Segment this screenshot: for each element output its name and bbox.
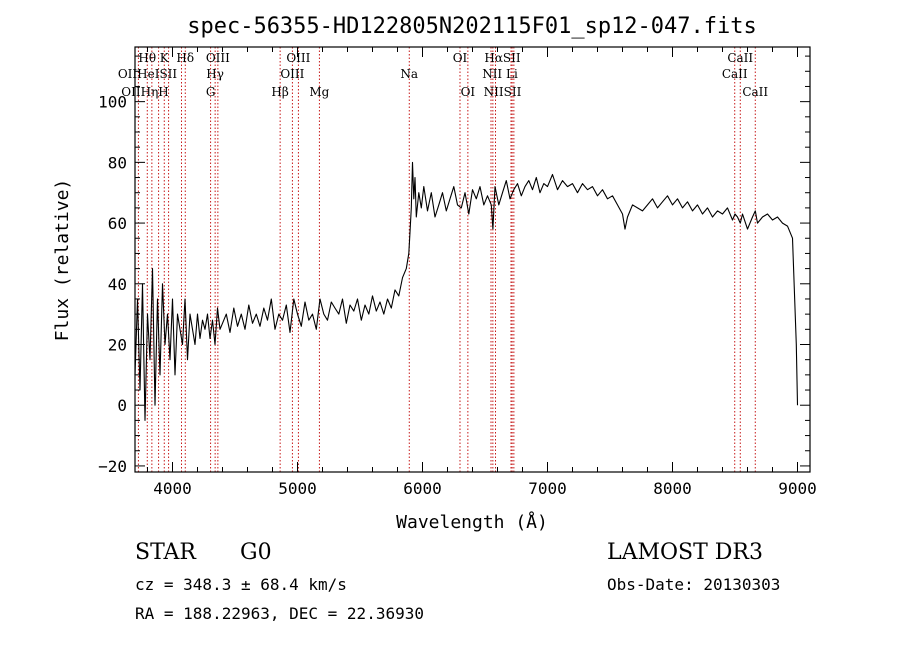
object-subclass: G0 [240, 540, 272, 565]
y-axis-ticks: −20 0 20 40 60 80 100 [98, 55, 810, 476]
line-label: OIII [280, 67, 304, 81]
line-label: K [160, 51, 170, 65]
line-label: OIIHηH [121, 85, 168, 99]
x-tick-label: 4000 [153, 479, 192, 498]
flux-series-line [134, 161, 799, 421]
x-tick-label: 5000 [278, 479, 317, 498]
y-tick-label: 100 [98, 93, 127, 112]
line-label: CaII [742, 85, 768, 99]
object-class: STAR [135, 540, 196, 565]
x-tick-label: 8000 [653, 479, 692, 498]
line-label: OI [453, 51, 468, 65]
line-label: OIII [206, 51, 230, 65]
line-label: CaII [722, 67, 748, 81]
line-label: Hδ [176, 51, 194, 65]
y-axis-label: Flux (relative) [52, 179, 73, 342]
y-tick-label: 40 [108, 275, 127, 294]
redshift-velocity: cz = 348.3 ± 68.4 km/s [135, 575, 347, 594]
spectral-line-labels: Hθ K Hδ OIII OIII OI HαSII CaII OIIHeISII Hγ OIII N… [118, 51, 769, 99]
y-tick-label: 60 [108, 214, 127, 233]
x-axis-label: Wavelength (Å) [396, 511, 548, 533]
y-tick-label: 80 [108, 153, 127, 172]
line-label: OIIHeISII [118, 67, 178, 81]
y-tick-label: 20 [108, 336, 127, 355]
line-label: G [206, 85, 216, 99]
line-label: CaII [727, 51, 753, 65]
x-tick-label: 7000 [528, 479, 567, 498]
y-tick-label: −20 [98, 457, 127, 476]
survey-name: LAMOST DR3 [607, 540, 763, 565]
chart-title: spec-56355-HD122805N202115F01_sp12-047.f… [187, 14, 757, 39]
ra-dec-coordinates: RA = 188.22963, DEC = 22.36930 [135, 604, 424, 623]
spectral-line-markers [137, 47, 756, 472]
x-axis-ticks: 4000 5000 6000 7000 8000 9000 [147, 47, 817, 498]
y-tick-label: 0 [117, 396, 127, 415]
line-label: HαSII [484, 51, 521, 65]
x-tick-label: 6000 [403, 479, 442, 498]
line-label: OIII [286, 51, 310, 65]
line-label: Hθ [138, 51, 156, 65]
line-label: Mg [309, 85, 329, 99]
line-label: Hβ [271, 85, 288, 99]
line-label: Hγ [206, 67, 224, 81]
plot-frame [134, 46, 811, 473]
line-label: NIISII [484, 85, 522, 99]
line-label: NII Li [482, 67, 518, 81]
x-tick-label: 9000 [778, 479, 817, 498]
line-label: Na [400, 67, 418, 81]
observation-date: Obs-Date: 20130303 [607, 575, 781, 594]
line-label: OI [461, 85, 476, 99]
